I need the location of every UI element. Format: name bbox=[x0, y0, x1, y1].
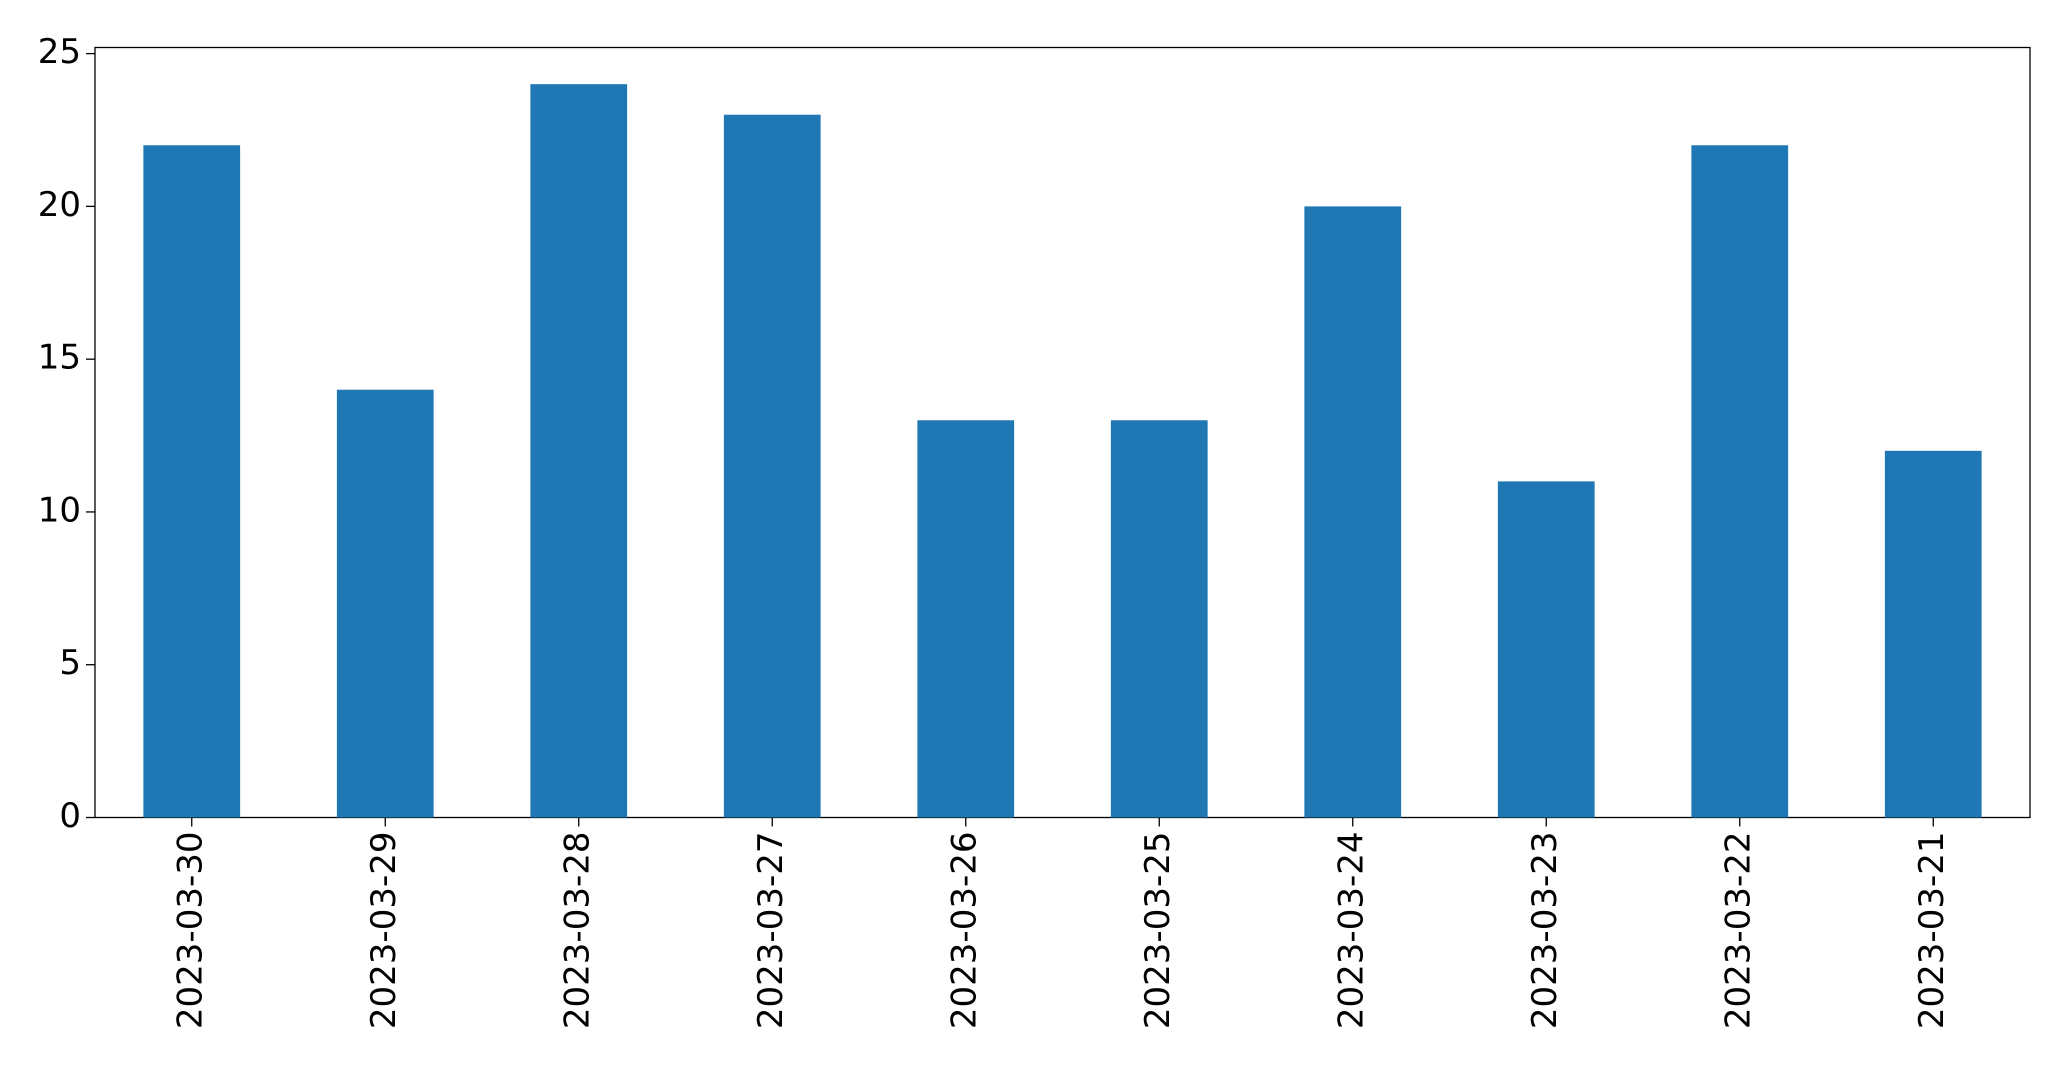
x-tick-label: 2023-03-28 bbox=[557, 832, 597, 1030]
bar bbox=[917, 420, 1015, 818]
bar bbox=[1304, 206, 1402, 818]
bar bbox=[336, 389, 434, 818]
bar bbox=[1110, 420, 1208, 818]
bar bbox=[530, 84, 628, 818]
bar bbox=[143, 145, 241, 818]
x-tick-label: 2023-03-23 bbox=[1525, 832, 1565, 1030]
bar bbox=[723, 114, 821, 818]
y-tick-label: 5 bbox=[59, 643, 81, 683]
bar bbox=[1497, 481, 1595, 818]
y-tick-label: 10 bbox=[38, 490, 81, 530]
x-tick-label: 2023-03-29 bbox=[364, 832, 404, 1030]
x-tick-label: 2023-03-22 bbox=[1718, 832, 1758, 1030]
y-tick-label: 15 bbox=[38, 338, 81, 378]
x-tick-label: 2023-03-30 bbox=[170, 832, 210, 1030]
bar bbox=[1884, 450, 1982, 818]
x-tick-label: 2023-03-24 bbox=[1331, 832, 1371, 1030]
x-tick-label: 2023-03-26 bbox=[944, 832, 984, 1030]
y-tick-label: 20 bbox=[38, 185, 81, 225]
y-tick-label: 0 bbox=[59, 796, 81, 836]
x-tick-label: 2023-03-27 bbox=[751, 832, 791, 1030]
bar bbox=[1691, 145, 1789, 818]
plot-frame bbox=[94, 46, 2031, 819]
x-tick-label: 2023-03-21 bbox=[1912, 832, 1952, 1030]
y-tick-label: 25 bbox=[38, 32, 81, 72]
x-tick-label: 2023-03-25 bbox=[1138, 832, 1178, 1030]
